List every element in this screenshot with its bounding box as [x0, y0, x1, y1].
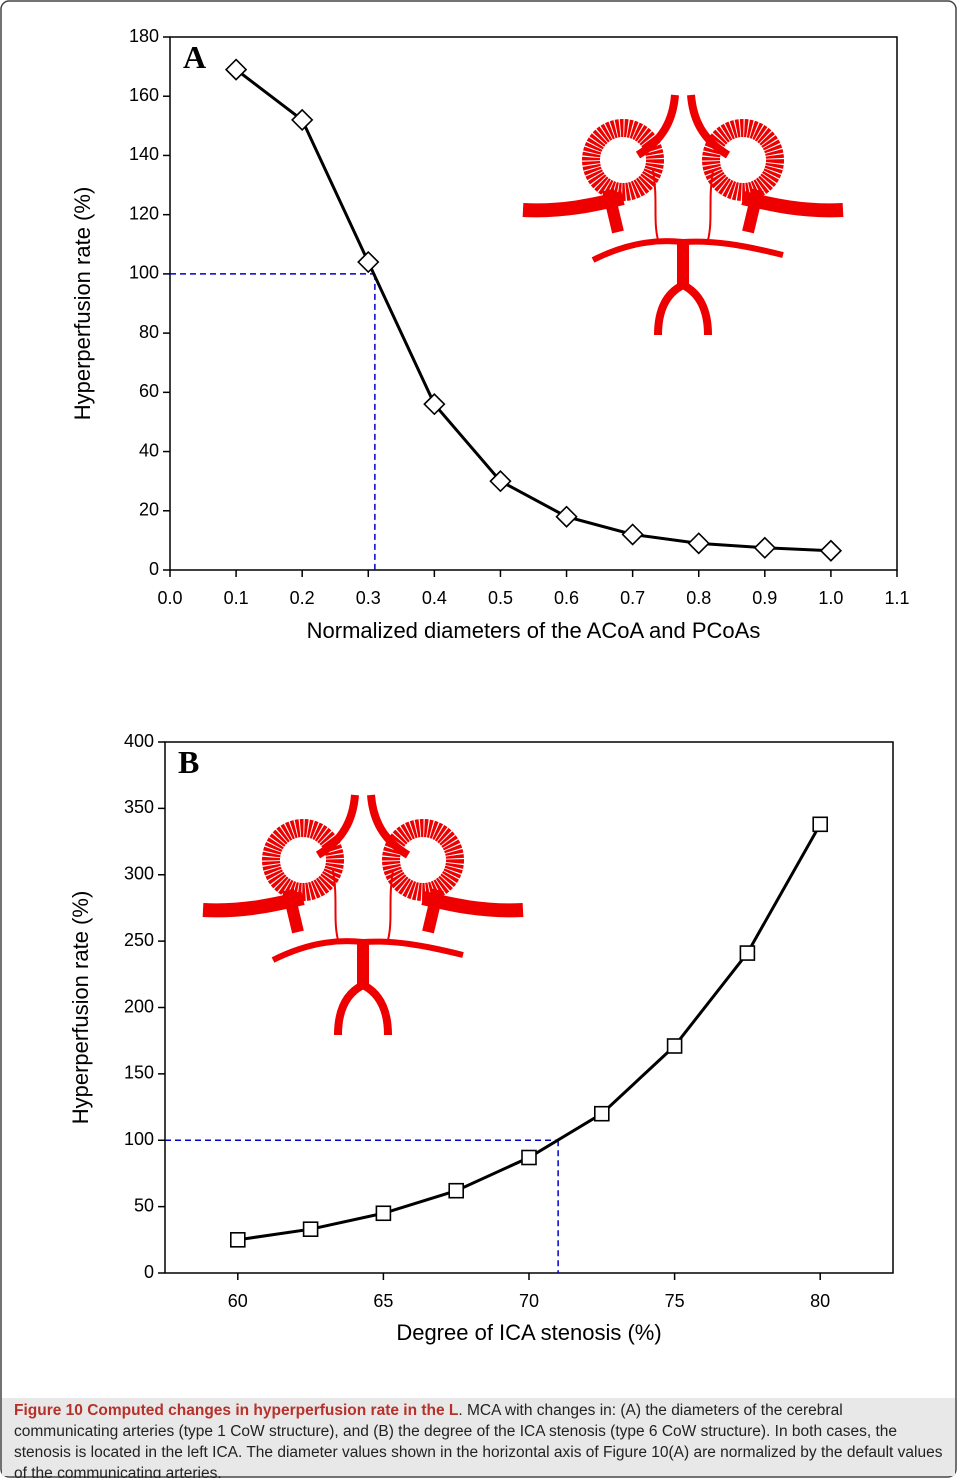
y-tick-label: 100: [129, 263, 159, 283]
y-tick-label: 400: [124, 731, 154, 751]
data-marker: [819, 539, 843, 562]
x-axis-title: Normalized diameters of the ACoA and PCo…: [307, 618, 761, 643]
caption-text: . MCA with changes in: (A) the diameters…: [14, 1402, 943, 1478]
y-tick-label: 0: [149, 559, 159, 579]
x-tick-label: 65: [373, 1291, 393, 1311]
data-marker: [753, 536, 776, 559]
y-tick-label: 350: [124, 797, 154, 817]
data-marker: [521, 1149, 537, 1166]
data-marker: [291, 108, 314, 132]
plot-frame: [164, 741, 894, 1274]
caption: Figure 10 Computed changes in hyperperfu…: [14, 1400, 944, 1478]
x-axis-title: Degree of ICA stenosis (%): [396, 1320, 661, 1345]
x-tick-label: 0.2: [290, 588, 315, 608]
panel-label: B: [178, 744, 199, 780]
x-tick-label: 0.5: [488, 588, 513, 608]
x-tick-label: 0.1: [224, 588, 249, 608]
y-tick-label: 140: [129, 144, 159, 164]
x-tick-label: 0.9: [752, 588, 777, 608]
x-tick-label: 75: [665, 1291, 685, 1311]
y-axis-title: Hyperperfusion rate (%): [70, 187, 95, 421]
data-marker: [448, 1182, 465, 1199]
y-tick-label: 100: [124, 1129, 154, 1149]
data-marker: [230, 1232, 246, 1248]
caption-title: Figure 10 Computed changes in hyperperfu…: [14, 1402, 459, 1419]
caption-background: [2, 1398, 955, 1476]
data-marker: [489, 470, 512, 493]
y-tick-label: 200: [124, 996, 154, 1016]
x-tick-label: 0.0: [157, 588, 182, 608]
y-tick-label: 60: [139, 381, 159, 401]
data-marker: [375, 1205, 392, 1222]
data-marker: [555, 505, 578, 528]
data-marker: [302, 1221, 319, 1237]
x-tick-label: 1.0: [818, 588, 843, 608]
data-marker: [423, 393, 446, 416]
x-tick-label: 70: [519, 1291, 539, 1311]
data-marker: [687, 532, 710, 555]
data-line: [235, 68, 831, 553]
data-marker: [357, 250, 380, 274]
x-tick-label: 0.4: [422, 588, 447, 608]
data-marker: [224, 58, 248, 81]
x-tick-label: 1.1: [884, 588, 909, 608]
y-tick-label: 250: [124, 930, 154, 950]
x-tick-label: 80: [810, 1291, 830, 1311]
cow-diagram: [523, 95, 843, 335]
data-marker: [666, 1038, 683, 1054]
y-tick-label: 120: [129, 203, 159, 223]
cow-diagram: [203, 795, 523, 1035]
data-marker: [593, 1105, 610, 1122]
y-tick-label: 50: [134, 1195, 154, 1215]
y-tick-label: 150: [124, 1063, 154, 1083]
x-tick-label: 60: [228, 1291, 248, 1311]
x-tick-label: 0.3: [356, 588, 381, 608]
y-axis-title: Hyperperfusion rate (%): [68, 891, 93, 1125]
x-tick-label: 0.6: [554, 588, 579, 608]
y-tick-label: 80: [139, 322, 159, 342]
y-tick-label: 0: [144, 1262, 154, 1282]
panel-label: A: [183, 39, 206, 75]
plot-frame: [169, 36, 898, 571]
data-marker: [739, 945, 756, 961]
y-tick-label: 20: [139, 500, 159, 520]
y-tick-label: 180: [129, 26, 159, 46]
x-tick-label: 0.8: [686, 588, 711, 608]
y-tick-label: 300: [124, 864, 154, 884]
x-tick-label: 0.7: [620, 588, 645, 608]
data-marker: [621, 523, 644, 546]
y-tick-label: 40: [139, 440, 159, 460]
y-tick-label: 160: [129, 85, 159, 105]
data-marker: [812, 816, 829, 833]
